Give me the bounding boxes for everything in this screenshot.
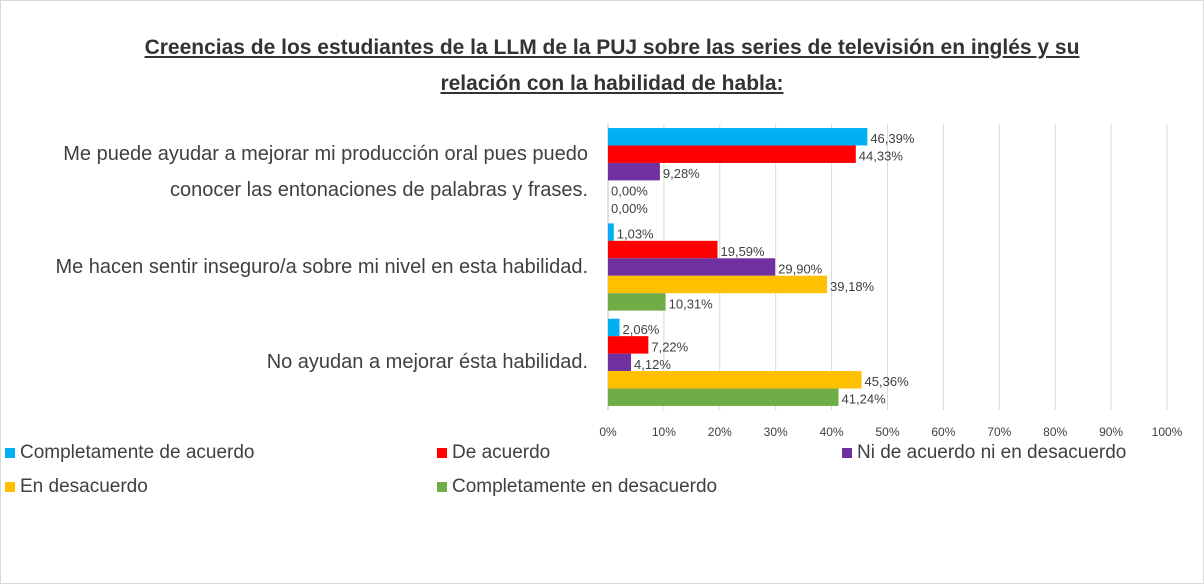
legend-label: Completamente en desacuerdo <box>452 476 718 497</box>
bar <box>608 240 718 259</box>
x-tick-label: 30% <box>764 425 788 439</box>
legend-item: Completamente en desacuerdo <box>437 475 717 499</box>
legend-swatch <box>5 482 15 492</box>
legend-label: Ni de acuerdo ni en desacuerdo <box>857 442 1127 463</box>
legend-swatch <box>842 448 852 458</box>
bar <box>608 128 868 146</box>
legend-swatch <box>437 482 447 492</box>
x-tick-label: 60% <box>931 425 955 439</box>
data-label: 0,00% <box>611 201 648 216</box>
x-tick-label: 70% <box>987 425 1011 439</box>
bar <box>608 371 862 389</box>
x-tick-label: 90% <box>1099 425 1123 439</box>
x-tick-label: 20% <box>708 425 732 439</box>
category-label: Me hacen sentir inseguro/a sobre mi nive… <box>55 255 588 278</box>
bar <box>608 293 666 311</box>
legend-item: De acuerdo <box>437 441 550 465</box>
bar <box>608 145 856 163</box>
data-label: 45,36% <box>865 374 910 389</box>
data-label: 41,24% <box>842 392 887 407</box>
data-label: 29,90% <box>778 261 823 276</box>
bar <box>608 353 632 372</box>
data-label: 10,31% <box>669 296 714 311</box>
category-label: Me puede ayudar a mejorar mi producción … <box>63 142 588 201</box>
x-tick-label: 10% <box>652 425 676 439</box>
bar <box>608 162 660 181</box>
data-label: 39,18% <box>830 279 875 294</box>
bar <box>608 336 649 354</box>
bar <box>608 223 614 241</box>
data-label: 44,33% <box>859 149 904 164</box>
x-tick-label: 0% <box>599 425 617 439</box>
bar <box>608 275 828 294</box>
legend-item: Ni de acuerdo ni en desacuerdo <box>842 441 1126 465</box>
data-label: 0,00% <box>611 184 648 199</box>
x-tick-label: 50% <box>875 425 899 439</box>
bar <box>608 318 620 337</box>
data-label: 19,59% <box>721 244 766 259</box>
legend-swatch <box>437 448 447 458</box>
data-label: 46,39% <box>870 131 915 146</box>
data-label: 9,28% <box>663 166 700 181</box>
chart-title: Creencias de los estudiantes de la LLM d… <box>144 36 1080 95</box>
data-label: 7,22% <box>651 339 688 354</box>
legend-label: Completamente de acuerdo <box>20 442 255 463</box>
category-label: No ayudan a mejorar ésta habilidad. <box>266 351 588 374</box>
legend-item: Completamente de acuerdo <box>5 441 254 465</box>
bar <box>608 388 839 406</box>
x-tick-label: 40% <box>820 425 844 439</box>
x-tick-label: 80% <box>1043 425 1067 439</box>
legend-label: De acuerdo <box>452 442 551 463</box>
data-label: 4,12% <box>634 357 671 372</box>
legend-swatch <box>5 448 15 458</box>
data-label: 2,06% <box>623 322 660 337</box>
data-label: 1,03% <box>617 227 654 242</box>
legend-item: En desacuerdo <box>5 475 148 499</box>
x-tick-label: 100% <box>1152 425 1183 439</box>
legend-label: En desacuerdo <box>20 476 148 497</box>
bar <box>608 258 776 276</box>
